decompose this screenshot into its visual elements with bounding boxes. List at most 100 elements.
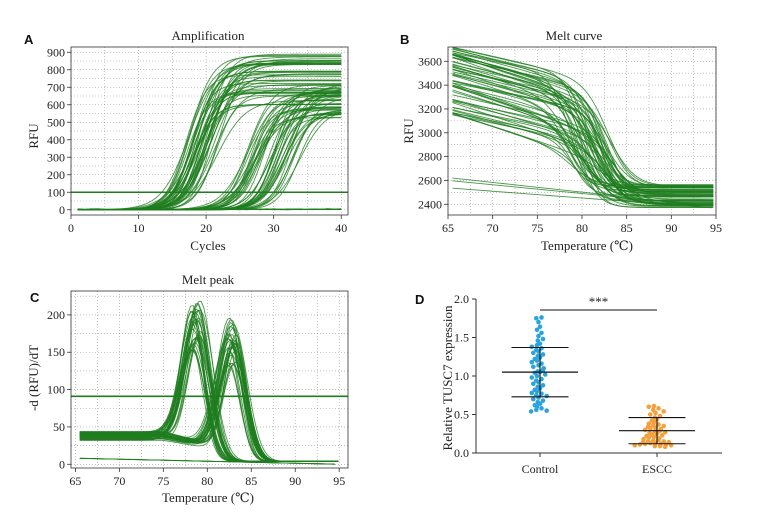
melt-peak-y-ticks: 0 50 100 150 200 bbox=[47, 308, 71, 471]
tusc7-point-control bbox=[537, 324, 543, 330]
tusc7-point-control bbox=[531, 364, 536, 370]
melt-peak-y-tick-label: 100 bbox=[47, 383, 65, 397]
tusc7-point-escc bbox=[659, 432, 665, 438]
melt-curve-line-target bbox=[452, 63, 714, 207]
tusc7-point-control bbox=[531, 381, 536, 387]
tusc7-category-labels: Control ESCC bbox=[522, 453, 672, 476]
amplification-y-tick-label: 300 bbox=[47, 150, 65, 164]
amplification-x-tick-label: 40 bbox=[335, 221, 347, 235]
melt-curve-line-target bbox=[452, 82, 714, 204]
tusc7-point-control bbox=[531, 396, 536, 402]
melt-peak-curve-flat bbox=[79, 457, 335, 465]
tusc7-point-escc bbox=[662, 444, 668, 450]
melt-curve-line-target bbox=[452, 80, 714, 193]
tusc7-point-control bbox=[529, 344, 535, 350]
melt-curve-line-target bbox=[452, 48, 714, 188]
tusc7-point-control bbox=[539, 315, 544, 320]
tusc7-y-tick-label: 0.5 bbox=[454, 408, 469, 422]
melt-curve-line-target bbox=[452, 91, 714, 189]
melt-peak-y-tick-label: 50 bbox=[53, 420, 65, 434]
melt-peak-x-ticks: 65 70 75 80 85 90 95 bbox=[69, 468, 345, 488]
melt-curve-line-target bbox=[452, 61, 714, 201]
melt-curve-y-tick-label: 3000 bbox=[418, 126, 442, 140]
tusc7-y-tick-label: 1.5 bbox=[454, 331, 469, 345]
melt-peak-y-tick-label: 150 bbox=[47, 345, 65, 359]
tusc7-error-bars bbox=[502, 346, 695, 445]
melt-peak-xlabel: Temperature (℃) bbox=[162, 490, 254, 505]
tusc7-point-control bbox=[539, 406, 544, 411]
tusc7-point-control bbox=[528, 409, 534, 414]
melt-peak-x-tick-label: 90 bbox=[289, 474, 301, 488]
melt-peak-y-tick-label: 200 bbox=[47, 308, 65, 322]
melt-curve-line-target bbox=[452, 64, 714, 205]
amplification-y-tick-label: 400 bbox=[47, 133, 65, 147]
amplification-y-tick-label: 700 bbox=[47, 80, 65, 94]
melt-curve-line-target bbox=[452, 56, 714, 197]
melt-curve-line-flat bbox=[452, 177, 712, 207]
melt-curve-xlabel: Temperature (℃) bbox=[541, 238, 633, 253]
tusc7-point-escc bbox=[648, 426, 653, 431]
tusc7-point-escc bbox=[646, 435, 652, 440]
melt-curve-x-tick-label: 80 bbox=[576, 221, 588, 235]
tusc7-point-escc bbox=[656, 406, 661, 411]
panel-tusc7-expression: D Relative TUSC7 expression 0.0 0.5 1.0 1.5… bbox=[415, 292, 722, 476]
amplification-xlabel: Cycles bbox=[190, 238, 225, 253]
melt-curve-title: Melt curve bbox=[546, 28, 603, 43]
melt-peak-plot-frame bbox=[70, 290, 349, 469]
tusc7-y-tick-label: 2.0 bbox=[454, 292, 469, 306]
amplification-y-ticks: 0 100 200 300 400 500 600 700 800 900 bbox=[47, 45, 71, 217]
melt-curve-y-tick-label: 2400 bbox=[418, 197, 442, 211]
melt-peak-x-tick-label: 75 bbox=[157, 474, 169, 488]
tusc7-point-control bbox=[531, 350, 536, 356]
tusc7-point-escc bbox=[661, 423, 666, 429]
melt-peak-x-tick-label: 65 bbox=[69, 474, 81, 488]
amplification-x-ticks: 0 10 20 30 40 bbox=[68, 215, 347, 235]
melt-peak-x-tick-label: 85 bbox=[245, 474, 257, 488]
tusc7-point-control bbox=[536, 319, 541, 325]
tusc7-point-control bbox=[534, 342, 540, 348]
tusc7-point-control bbox=[537, 401, 543, 407]
melt-curve-curves bbox=[452, 46, 714, 209]
amplification-ylabel: RFU bbox=[26, 123, 41, 149]
panel-letter-c: C bbox=[30, 290, 40, 305]
melt-curve-y-tick-label: 3600 bbox=[418, 54, 442, 68]
amplification-curve-negative bbox=[77, 208, 342, 211]
amplification-y-tick-label: 800 bbox=[47, 63, 65, 77]
melt-peak-x-tick-label: 70 bbox=[113, 474, 125, 488]
tusc7-point-control bbox=[540, 382, 546, 388]
melt-peak-x-tick-label: 95 bbox=[333, 474, 345, 488]
tusc7-point-control bbox=[540, 352, 546, 357]
tusc7-point-escc bbox=[648, 412, 653, 417]
tusc7-point-control bbox=[542, 372, 548, 377]
tusc7-point-control bbox=[529, 359, 535, 365]
melt-curve-x-tick-label: 85 bbox=[621, 221, 633, 235]
melt-curve-line-target bbox=[452, 112, 714, 196]
melt-curve-y-tick-label: 3400 bbox=[418, 78, 442, 92]
tusc7-category-label: Control bbox=[522, 462, 559, 476]
tusc7-point-control bbox=[529, 375, 535, 380]
amplification-y-tick-label: 0 bbox=[59, 203, 65, 217]
melt-peak-y-tick-label: 0 bbox=[59, 457, 65, 471]
amplification-y-tick-label: 900 bbox=[47, 45, 65, 59]
tusc7-point-escc bbox=[657, 443, 663, 449]
tusc7-point-control bbox=[540, 398, 546, 403]
tusc7-point-control bbox=[534, 327, 540, 333]
melt-curve-line-target bbox=[452, 68, 714, 187]
tusc7-point-escc bbox=[637, 442, 643, 447]
significance-stars: *** bbox=[589, 294, 609, 309]
melt-curve-line-target bbox=[452, 72, 714, 204]
melt-curve-y-tick-label: 2800 bbox=[418, 150, 442, 164]
tusc7-point-escc bbox=[661, 409, 666, 414]
tusc7-point-control bbox=[539, 330, 544, 336]
amplification-x-tick-label: 0 bbox=[68, 221, 74, 235]
melt-curve-line-target bbox=[452, 71, 714, 192]
tusc7-point-escc bbox=[653, 410, 658, 416]
melt-peak-title: Melt peak bbox=[182, 272, 235, 287]
amplification-y-tick-label: 600 bbox=[47, 98, 65, 112]
panel-letter-a: A bbox=[24, 32, 34, 47]
amplification-x-tick-label: 20 bbox=[200, 221, 212, 235]
tusc7-y-tick-label: 0.0 bbox=[454, 446, 469, 460]
tusc7-point-escc bbox=[652, 443, 658, 449]
melt-curve-y-tick-label: 3200 bbox=[418, 102, 442, 116]
